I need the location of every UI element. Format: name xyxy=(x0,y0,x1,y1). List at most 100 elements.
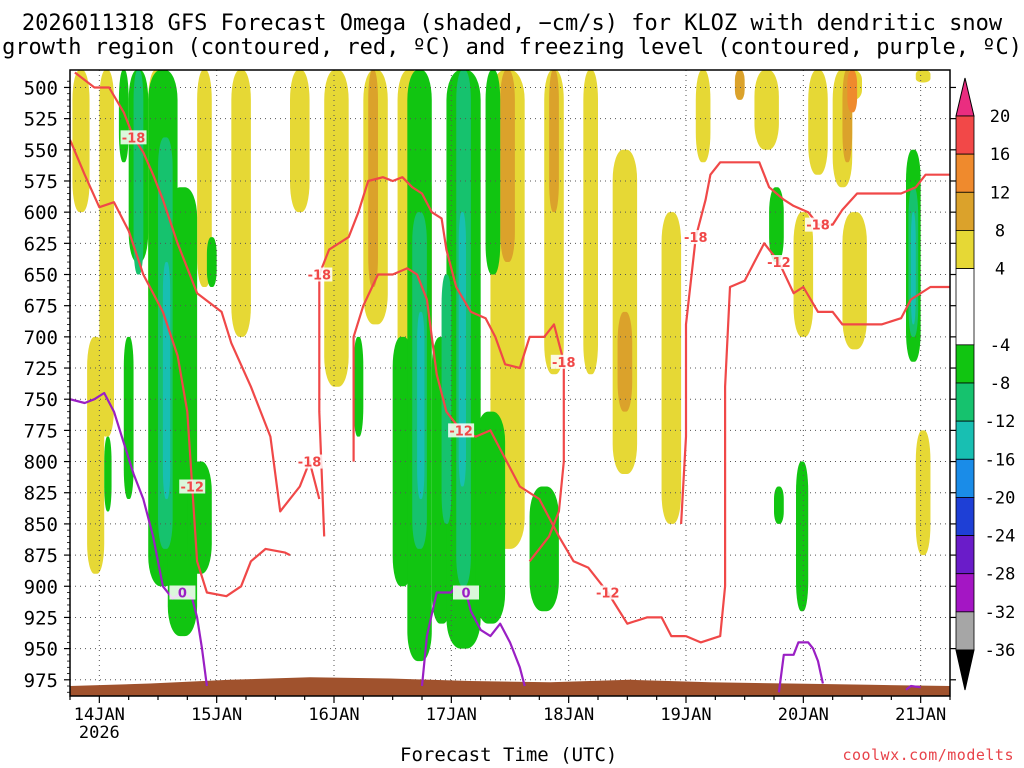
colorbar-tick-label--24: -24 xyxy=(985,527,1016,547)
y-tick-label-925: 925 xyxy=(24,607,58,629)
colorbar-bin-7 xyxy=(955,382,975,422)
omega-region-4 xyxy=(197,70,212,287)
omega-region-49 xyxy=(774,486,784,524)
contour-label-7: -12 xyxy=(449,424,473,439)
colorbar-bin-8 xyxy=(955,420,975,460)
colorbar-bin-11 xyxy=(955,535,975,575)
omega-region-19 xyxy=(793,212,814,337)
y-tick-label-950: 950 xyxy=(24,639,58,661)
contour-label-0: -12 xyxy=(180,481,204,496)
contour-label-bg-2 xyxy=(296,454,323,469)
contour-label-9: -18 xyxy=(806,219,830,234)
watermark: coolwx.com/modelts xyxy=(842,746,1014,764)
contour-label-1: -18 xyxy=(122,131,146,146)
contour-label-3: -18 xyxy=(308,269,332,284)
y-tick-label-800: 800 xyxy=(24,452,58,474)
colorbar-bin-5 xyxy=(955,268,975,346)
omega-region-40 xyxy=(104,436,112,512)
omega-region-29 xyxy=(734,70,745,100)
omega-region-32 xyxy=(847,70,858,113)
colorbar-tick-label-16: 16 xyxy=(990,145,1010,165)
colorbar-tick-label--28: -28 xyxy=(985,565,1016,585)
omega-region-12 xyxy=(583,70,598,375)
y-tick-label-600: 600 xyxy=(24,202,58,224)
omega-region-45 xyxy=(475,411,506,624)
contour-label-bg-11 xyxy=(453,585,479,600)
contour-label-2: -18 xyxy=(298,456,322,471)
colorbar-bin-1 xyxy=(955,115,975,155)
colorbar: 20 16 12 8 4 -4 -8 -12 -16 -20 -24 -28 -32 -36 xyxy=(955,77,1016,691)
contour-label-4: -18 xyxy=(552,356,576,371)
colorbar-bin-2 xyxy=(955,153,975,193)
omega-region-27 xyxy=(617,311,633,412)
contour-label-bg-4 xyxy=(550,354,577,369)
omega-region-15 xyxy=(695,70,711,163)
contour-label-bg-7 xyxy=(448,423,475,438)
colorbar-tick-label-20: 20 xyxy=(990,107,1010,127)
chart-title-line-2: growth region (contoured, red, ºC) and f… xyxy=(2,35,1022,60)
y-tick-label-825: 825 xyxy=(24,483,58,505)
colorbar-top-arrow xyxy=(955,77,975,117)
x-tick-label-15JAN: 15JAN xyxy=(191,705,242,725)
omega-region-62 xyxy=(910,212,916,325)
freezing-contour-1 xyxy=(420,585,526,687)
x-tick-label-19JAN: 19JAN xyxy=(660,705,711,725)
dgz-contour-4 xyxy=(680,161,950,524)
colorbar-tick-label-12: 12 xyxy=(990,183,1010,203)
omega-region-22 xyxy=(915,430,931,556)
contour-label-11: 0 xyxy=(461,586,470,601)
contour-label-bg-5 xyxy=(765,255,792,270)
colorbar-tick-label--4: -4 xyxy=(990,336,1010,356)
omega-region-47 xyxy=(529,486,559,612)
omega-region-16 xyxy=(754,70,779,150)
contour-label-8: -18 xyxy=(684,231,708,246)
x-tick-label-17JAN: 17JAN xyxy=(426,705,477,725)
freezing-contour-2 xyxy=(777,641,824,693)
colorbar-tick-label--8: -8 xyxy=(990,374,1010,394)
contour-label-5: -12 xyxy=(767,256,791,271)
contour-label-bg-1 xyxy=(120,130,147,145)
contour-label-bg-3 xyxy=(306,267,333,282)
colorbar-tick-label-4: 4 xyxy=(995,260,1005,280)
colorbar-bottom-arrow xyxy=(955,649,975,691)
contour-label-bg-6 xyxy=(594,585,621,600)
colorbar-bin-10 xyxy=(955,497,975,536)
contour-label-10: 0 xyxy=(178,586,187,601)
dgz-contour-0 xyxy=(70,139,291,598)
omega-region-24 xyxy=(368,70,378,287)
omega-region-21 xyxy=(915,70,931,83)
x-tick-label-21JAN: 21JAN xyxy=(895,705,946,725)
y-tick-label-550: 550 xyxy=(24,140,58,162)
y-tick-label-700: 700 xyxy=(24,327,58,349)
y-tick-label-900: 900 xyxy=(24,576,58,598)
y-tick-label-750: 750 xyxy=(24,389,58,411)
omega-region-2 xyxy=(99,70,114,437)
y-tick-label-625: 625 xyxy=(24,233,58,255)
omega-region-17 xyxy=(808,70,828,175)
colorbar-bin-12 xyxy=(955,573,975,613)
omega-region-39 xyxy=(123,336,134,499)
y-tick-label-850: 850 xyxy=(24,514,58,536)
colorbar-tick-label--12: -12 xyxy=(985,412,1016,432)
dgz-contour-3 xyxy=(352,242,950,644)
omega-region-53 xyxy=(133,70,144,275)
terrain-surface xyxy=(70,677,950,696)
omega-region-26 xyxy=(549,70,559,213)
y-tick-label-525: 525 xyxy=(24,109,58,131)
contour-label-bg-10 xyxy=(169,585,196,600)
freezing-contour-0 xyxy=(70,391,208,687)
omega-region-25 xyxy=(500,70,515,263)
colorbar-bin-4 xyxy=(955,230,975,269)
y-tick-label-500: 500 xyxy=(24,77,58,99)
omega-region-61 xyxy=(458,212,466,487)
omega-region-33 xyxy=(118,70,129,163)
colorbar-tick-label--16: -16 xyxy=(985,450,1016,470)
y-tick-label-975: 975 xyxy=(24,670,58,692)
x-axis-label: Forecast Time (UTC) xyxy=(400,744,618,766)
omega-region-50 xyxy=(796,461,809,612)
omega-region-38 xyxy=(206,237,217,287)
contour-label-bg-0 xyxy=(179,479,206,494)
omega-region-13 xyxy=(612,149,638,475)
omega-region-20 xyxy=(842,212,867,350)
